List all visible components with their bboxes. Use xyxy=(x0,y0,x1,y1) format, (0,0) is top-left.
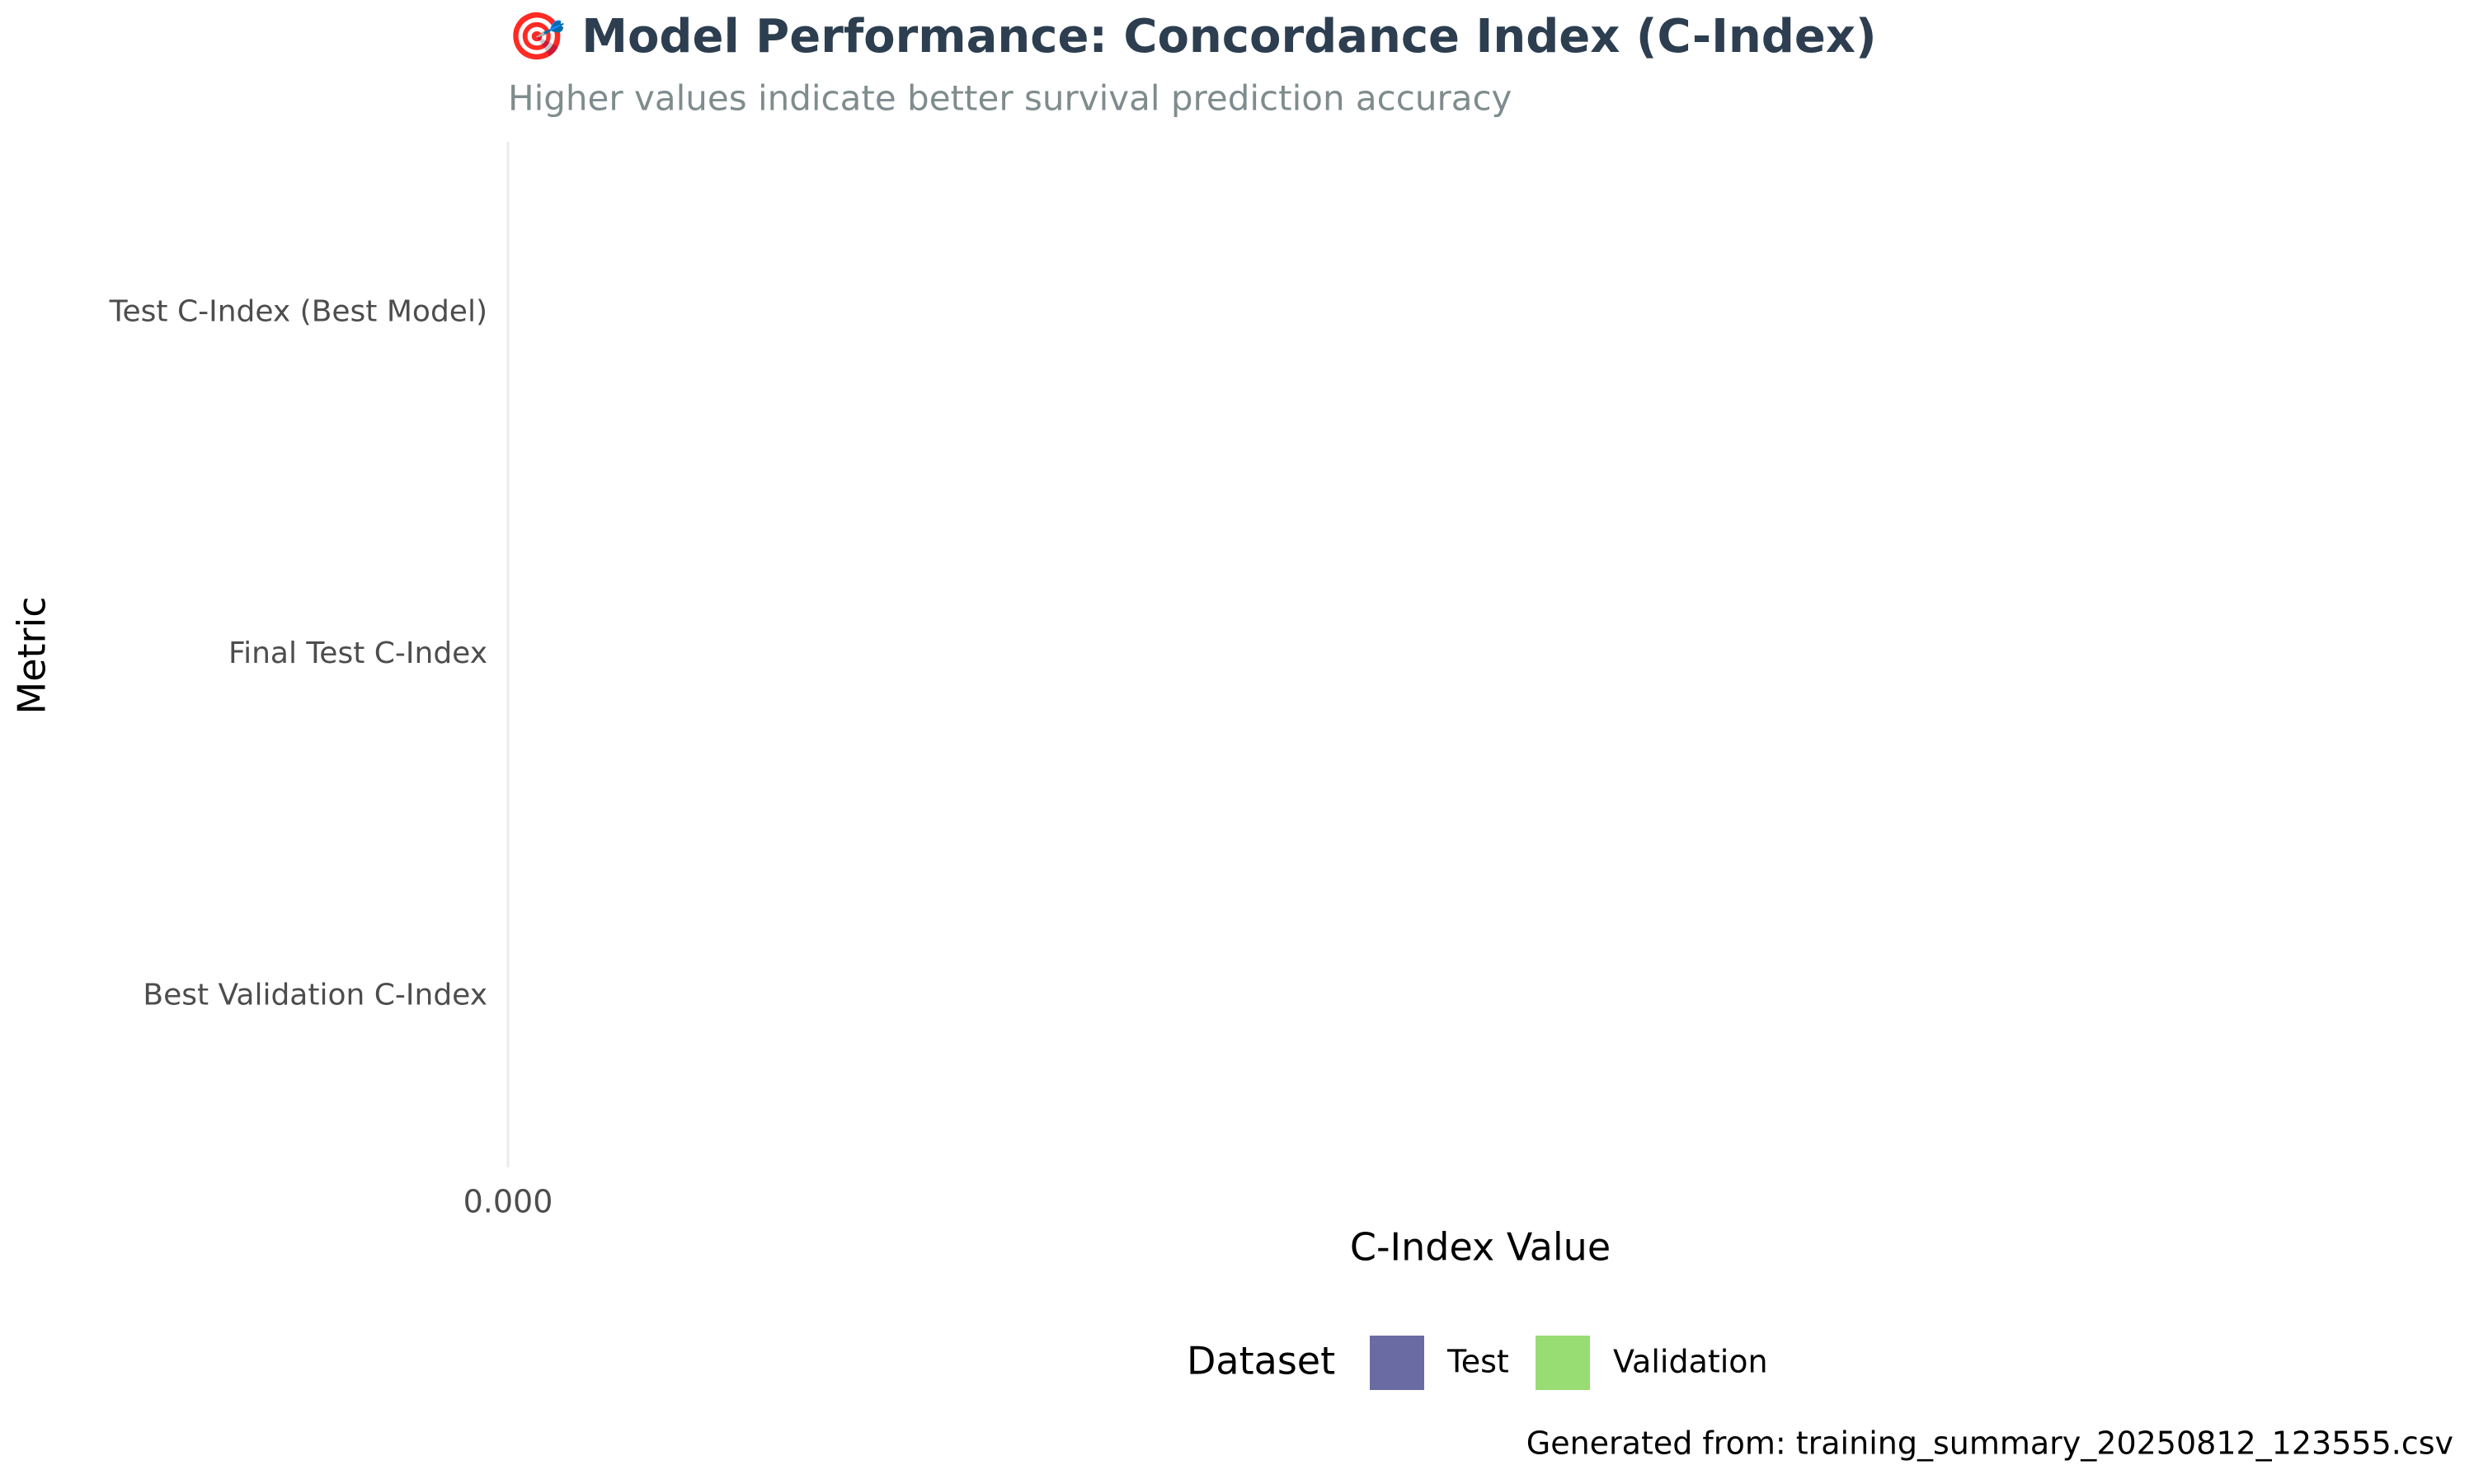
chart-subtitle: Higher values indicate better survival p… xyxy=(508,78,1512,119)
y-axis-label: Metric xyxy=(10,596,54,714)
y-tick-label: Final Test C-Index xyxy=(228,636,487,670)
y-tick-label: Best Validation C-Index xyxy=(143,979,487,1012)
legend-title: Dataset xyxy=(1187,1339,1335,1383)
legend-label: Validation xyxy=(1613,1344,1768,1380)
y-tick-label: Test C-Index (Best Model) xyxy=(109,294,487,328)
caption: Generated from: training_summary_2025081… xyxy=(1526,1425,2453,1462)
x-axis-label: C-Index Value xyxy=(1350,1225,1611,1270)
chart-title: 🎯 Model Performance: Concordance Index (… xyxy=(508,10,1877,63)
x-tick-label: 0.000 xyxy=(463,1184,553,1220)
legend-swatch xyxy=(1536,1336,1590,1390)
legend-swatch xyxy=(1370,1336,1424,1390)
legend-label: Test xyxy=(1446,1344,1509,1380)
